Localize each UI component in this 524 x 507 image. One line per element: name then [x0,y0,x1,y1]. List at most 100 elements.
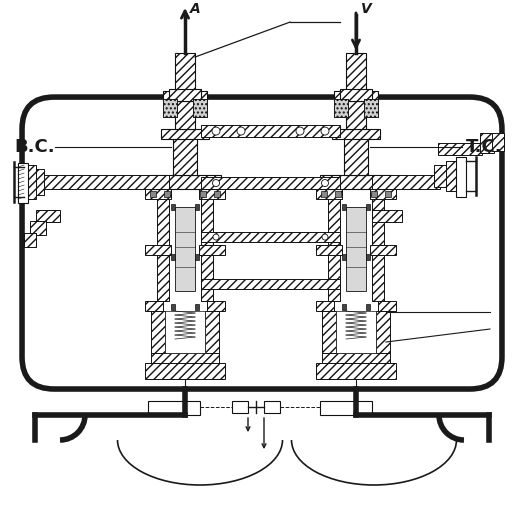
Bar [200,191,206,197]
FancyBboxPatch shape [22,97,502,389]
Bar [364,99,378,117]
Bar [163,99,177,117]
Bar [366,304,370,310]
Bar [193,99,207,117]
Bar [342,304,346,310]
Bar [342,254,346,260]
Bar [165,311,205,353]
Text: B.C.: B.C. [14,138,54,156]
Bar [385,191,391,197]
Circle shape [321,127,329,135]
Bar [372,195,384,245]
Bar [149,175,221,189]
Bar [199,245,225,255]
Bar [193,99,207,117]
Bar [145,245,171,255]
Bar [328,251,340,301]
Bar [163,91,207,101]
Bar [175,99,195,129]
Bar [151,311,165,353]
Bar [232,401,248,413]
Text: V: V [361,2,372,16]
Circle shape [212,127,220,135]
Bar [328,195,340,245]
Text: A: A [190,2,201,16]
Bar [157,195,169,245]
Bar [334,99,348,117]
Bar [175,207,195,291]
Bar [378,301,396,311]
Bar [169,89,201,101]
Bar [30,221,46,235]
Bar [205,311,219,353]
Circle shape [237,127,245,135]
Bar [201,232,340,242]
Bar [24,165,36,199]
Bar [145,187,171,199]
Circle shape [296,127,304,135]
Bar [201,279,340,289]
Bar [346,53,366,91]
Bar [201,125,340,137]
Bar [163,99,177,117]
Bar [195,204,199,210]
Bar [201,251,213,301]
Bar [30,169,44,195]
Bar [214,191,220,197]
Bar [207,301,225,311]
Bar [316,187,342,199]
Bar [320,175,392,189]
Bar [372,210,402,222]
Bar [18,163,28,203]
Circle shape [322,179,329,187]
Bar [201,195,213,245]
Bar [334,99,348,117]
Bar [334,91,378,101]
Bar [316,245,342,255]
Bar [264,401,280,413]
Bar [151,353,219,363]
Bar [24,233,36,247]
Bar [456,157,466,197]
Bar [438,143,482,155]
Bar [370,187,396,199]
Bar [195,304,199,310]
Bar [161,129,209,139]
Bar [164,191,170,197]
Bar [322,353,390,363]
Bar [335,191,341,197]
Bar [364,99,378,117]
Bar [316,363,396,379]
Bar [195,254,199,260]
Bar [366,204,370,210]
Bar [371,191,377,197]
Bar [316,301,334,311]
Circle shape [322,234,328,240]
Bar [346,207,366,291]
Bar [344,137,368,175]
Bar [376,311,390,353]
Bar [336,311,376,353]
Bar [201,177,340,189]
Bar [446,161,458,191]
Bar [171,304,175,310]
Bar [332,129,380,139]
Bar [173,137,197,175]
Bar [171,254,175,260]
Bar [171,204,175,210]
Bar [480,133,494,153]
Bar [36,210,60,222]
Bar [145,301,163,311]
Bar [346,99,366,129]
Bar [492,133,504,151]
Bar [148,401,200,415]
Bar [199,187,225,199]
Bar [321,191,327,197]
Bar [150,191,156,197]
Bar [145,363,225,379]
Bar [320,401,372,415]
Bar [322,311,336,353]
Bar [372,175,440,189]
Bar [157,251,169,301]
Bar [370,245,396,255]
